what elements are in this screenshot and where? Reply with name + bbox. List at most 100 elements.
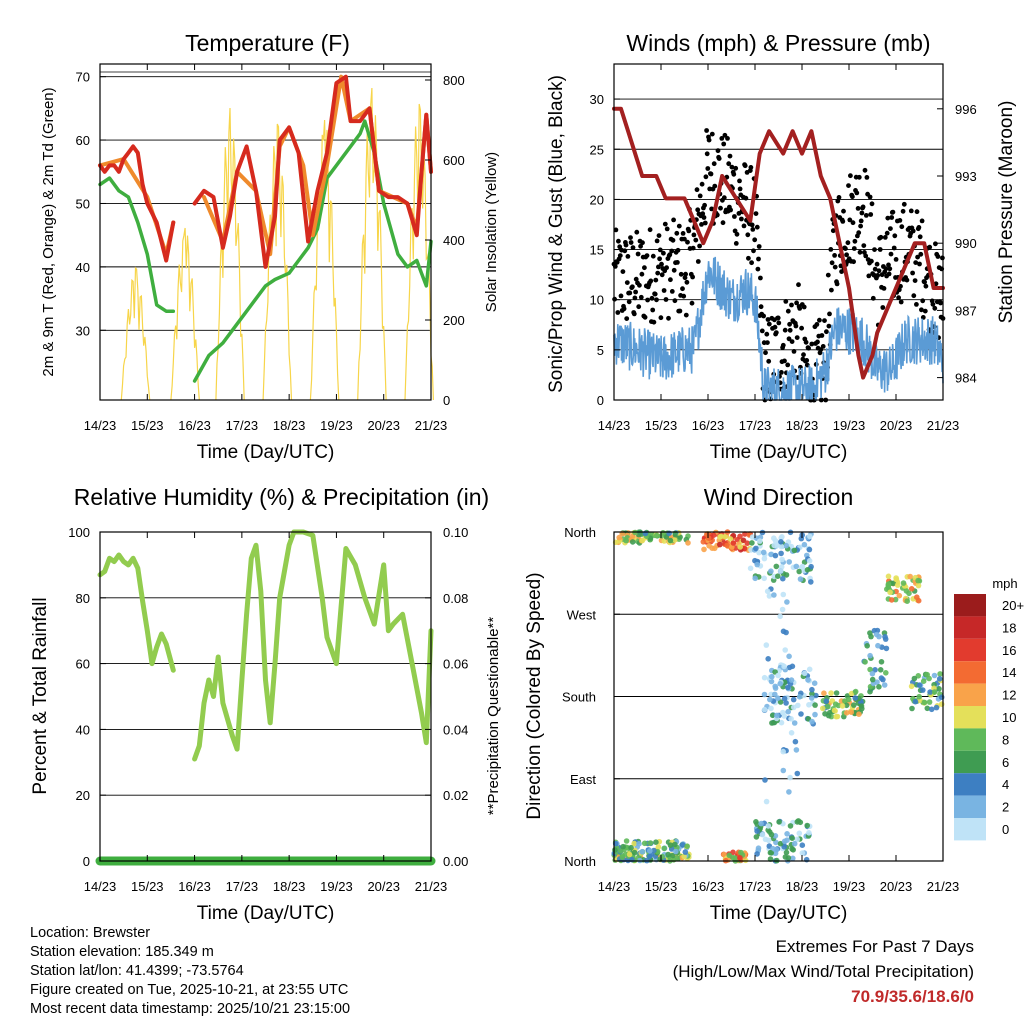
direction-point-156: [681, 853, 687, 860]
gust-point-312: [809, 341, 815, 347]
direction-point-126: [623, 838, 630, 844]
direction-point-492: [799, 850, 806, 856]
gust-point-49: [642, 314, 648, 320]
direction-point-701: [867, 666, 873, 673]
direction-point-804: [912, 698, 919, 705]
direction-point-416: [753, 545, 759, 552]
gust-point-241: [764, 331, 770, 337]
direction-point-519: [788, 730, 795, 736]
gust-point-440: [890, 209, 896, 215]
gust-point-280: [789, 302, 794, 308]
direction-point-176: [666, 530, 672, 537]
p0-xtick-label-3: 17/23: [226, 418, 259, 433]
direction-point-80: [653, 532, 660, 539]
direction-point-782: [937, 671, 943, 677]
direction-point-468: [765, 823, 772, 829]
gust-point-125: [690, 245, 696, 251]
p3-ytick-label-3: West: [567, 607, 597, 622]
gust-point-133: [695, 259, 701, 264]
extremes-subtitle: (High/Low/Max Wind/Total Precipitation): [672, 962, 974, 981]
direction-point-215: [669, 852, 676, 859]
direction-point-603: [801, 670, 808, 677]
gust-point-288: [794, 300, 799, 306]
p1-xtick-label-1: 15/23: [645, 418, 678, 433]
direction-point-195: [617, 848, 624, 854]
direction-point-265: [706, 543, 712, 549]
gust-point-515: [938, 300, 943, 306]
latlon-text: Station lat/lon: 41.4399; -73.5764: [30, 963, 244, 979]
gust-point-116: [685, 239, 690, 245]
direction-point-192: [655, 844, 662, 850]
direction-point-786: [915, 673, 922, 679]
direction-point-415: [771, 542, 777, 549]
gust-point-339: [826, 323, 832, 329]
gust-point-373: [848, 173, 853, 179]
gust-point-216: [748, 165, 754, 170]
p3-xtick-label-2: 16/23: [692, 879, 725, 894]
direction-point-457: [803, 856, 810, 863]
gust-point-32: [631, 311, 637, 317]
gust-point-73: [657, 247, 663, 253]
direction-point-479: [806, 830, 812, 836]
gust-point-244: [766, 358, 772, 364]
gust-point-476: [913, 260, 919, 265]
p2-y2tick-label-1: 0.02: [443, 788, 468, 803]
gust-point-342: [828, 247, 834, 252]
gust-point-492: [923, 283, 929, 289]
direction-point-595: [809, 686, 815, 693]
gust-point-172: [720, 220, 726, 226]
gust-point-67: [654, 297, 659, 303]
gust-point-27: [628, 240, 634, 245]
direction-point-498: [754, 851, 760, 857]
p0-xtick-label-7: 21/23: [415, 418, 448, 433]
gust-point-484: [918, 251, 924, 257]
direction-point-769: [887, 589, 893, 596]
p0-y2tick-label-0: 0: [443, 393, 450, 408]
gust-point-437: [888, 251, 894, 257]
gust-point-370: [846, 183, 851, 189]
direction-point-394: [778, 568, 784, 574]
direction-point-581: [809, 690, 815, 697]
gust-point-429: [883, 266, 889, 272]
direction-point-222: [639, 848, 645, 855]
gust-point-131: [694, 187, 700, 193]
gust-point-390: [858, 218, 864, 224]
gust-point-164: [715, 148, 721, 154]
p0-y2tick-label-4: 800: [443, 73, 465, 88]
gust-point-349: [832, 264, 838, 270]
gust-point-193: [733, 241, 739, 246]
gust-point-488: [920, 315, 926, 320]
temperature-title: Temperature (F): [185, 30, 350, 56]
direction-point-612: [775, 672, 781, 679]
direction-point-812: [924, 671, 930, 678]
gust-point-92: [669, 289, 675, 294]
direction-point-588: [781, 679, 788, 686]
gust-point-289: [794, 335, 800, 340]
gust-point-52: [644, 253, 650, 258]
gust-point-416: [875, 273, 881, 278]
p0-xtick-label-4: 18/23: [273, 418, 306, 433]
gust-point-114: [683, 312, 689, 318]
gust-point-106: [678, 271, 684, 277]
p2-xtick-label-1: 15/23: [131, 879, 164, 894]
direction-point-777: [920, 678, 927, 684]
gust-point-93: [670, 237, 676, 243]
gust-point-343: [829, 287, 834, 293]
direction-point-818: [931, 672, 938, 679]
gust-point-110: [681, 293, 687, 299]
direction-point-338: [761, 555, 768, 562]
gust-point-22: [625, 254, 631, 259]
direction-point-816: [931, 689, 938, 695]
p2-y2tick-label-5: 0.10: [443, 525, 468, 540]
gust-point-278: [787, 327, 793, 333]
gust-point-154: [709, 206, 714, 212]
direction-point-106: [629, 539, 636, 545]
direction-point-386: [771, 535, 777, 541]
gust-point-451: [897, 218, 903, 223]
direction-point-589: [788, 677, 795, 683]
direction-point-719: [878, 675, 885, 681]
gust-point-82: [663, 297, 669, 302]
gust-point-332: [822, 318, 827, 323]
direction-point-537: [763, 798, 770, 805]
gust-point-104: [677, 308, 683, 314]
